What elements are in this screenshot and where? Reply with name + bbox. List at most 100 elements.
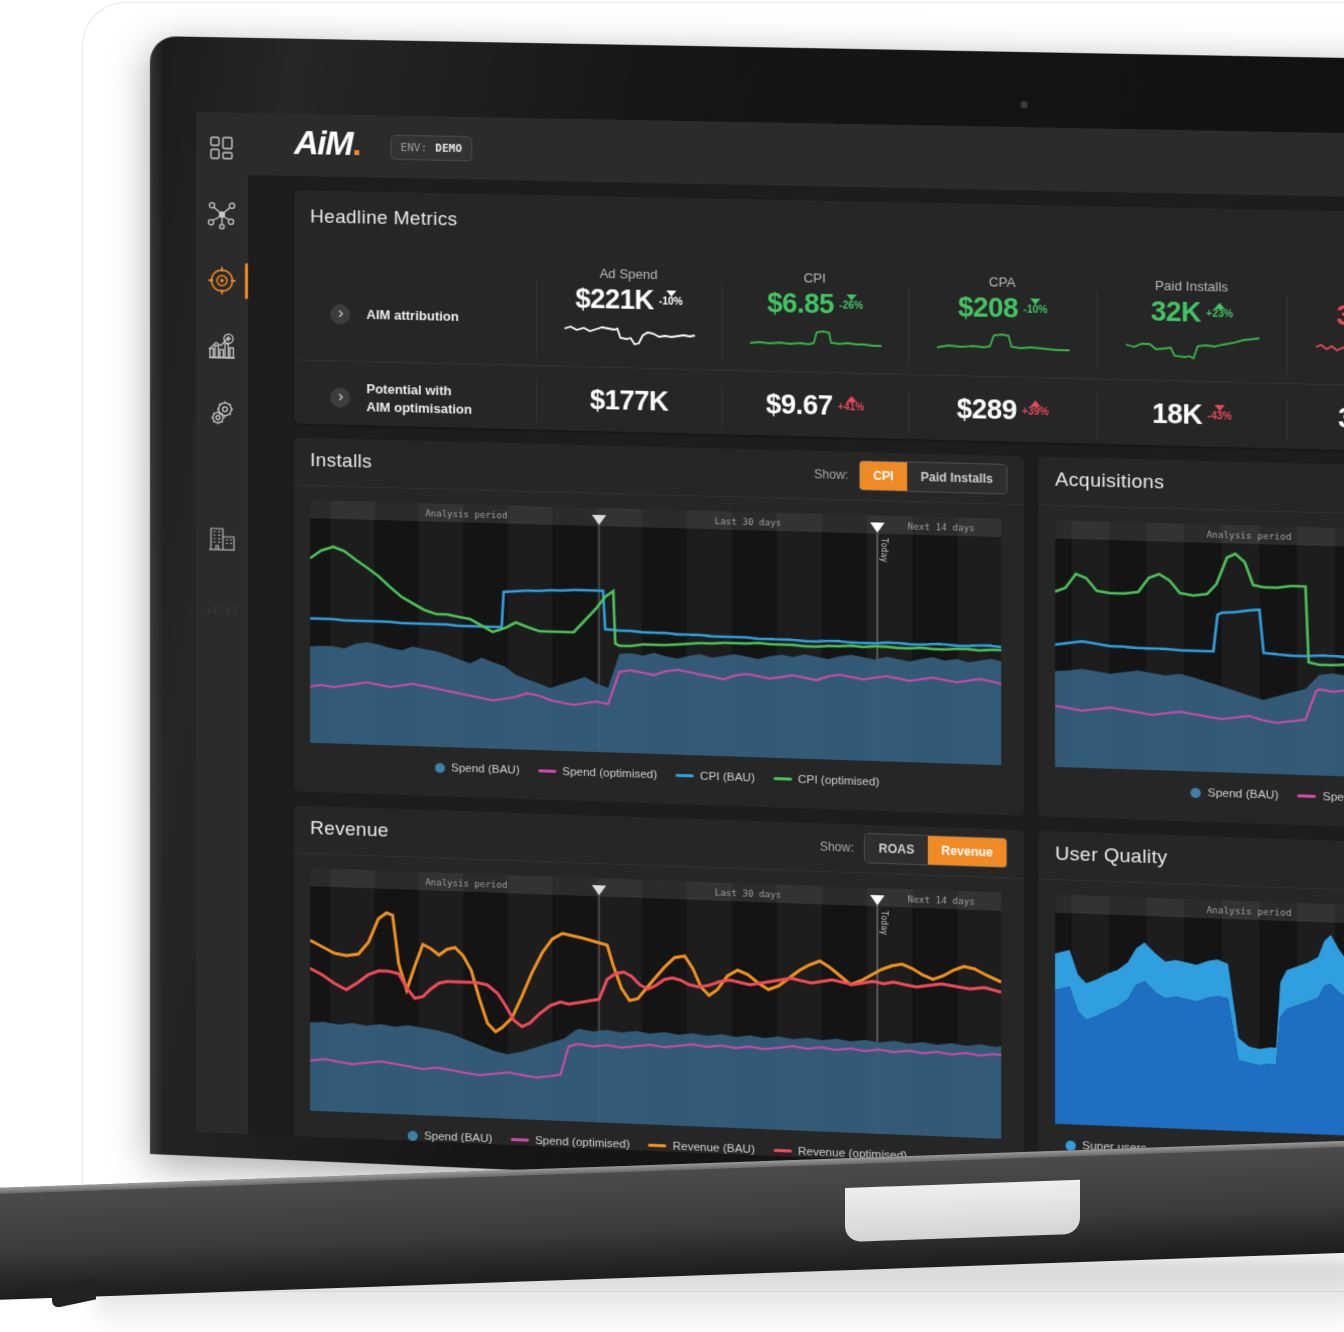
metric-delta: -43% [1207, 401, 1232, 423]
legend-item[interactable]: CPI (optimised) [773, 773, 880, 789]
acquisitions-title: Acquisitions [1055, 469, 1165, 494]
sidebar-item-dashboard[interactable] [200, 128, 244, 169]
revenue-option-revenue[interactable]: Revenue [927, 836, 1007, 868]
installs-card-body: Analysis period Last 30 days Next 14 day… [294, 485, 1024, 815]
svg-text:Next 14 days: Next 14 days [908, 895, 975, 908]
legend-swatch-line [510, 1138, 529, 1142]
grid-icon [209, 135, 235, 162]
sidebar: v1787 [196, 112, 248, 1135]
metric-value-group: 32K +23% [1151, 296, 1233, 328]
legend-label: Spend (optimised) [562, 765, 658, 781]
user-quality-plot[interactable]: Analysis period [1055, 894, 1344, 1146]
metric-row-label-potential: Potential with AIM optimisation [294, 375, 536, 424]
legend-swatch-dot [434, 762, 446, 773]
sparkline-ad-spend [563, 318, 695, 351]
svg-text:Analysis period: Analysis period [425, 509, 507, 521]
legend-item[interactable]: Spend (optimised) [537, 765, 658, 781]
acquisitions-plot[interactable]: Analysis period [1055, 519, 1344, 786]
installs-show-label: Show: [814, 467, 849, 483]
legend-item[interactable]: Spend (BAU) [434, 762, 520, 777]
installs-title: Installs [310, 450, 372, 473]
installs-plot[interactable]: Analysis period Last 30 days Next 14 day… [310, 499, 1007, 770]
app-screen: v1787 AiM. ENV: DEMO Headline Metrics [196, 112, 1344, 1183]
legend-item[interactable]: Spend (BAU) [1190, 786, 1279, 802]
logo-text: AiM [294, 123, 353, 164]
sparkline-paid-installs [1124, 331, 1260, 365]
metric-delta: +41% [838, 392, 864, 414]
metric-column-label: CPA [988, 274, 1016, 291]
acquisitions-card: Acquisitions [1038, 456, 1344, 832]
metric-cell-cvr-attribution: 3.3% -19% [1286, 295, 1344, 380]
chevron-right-icon [336, 309, 345, 318]
metric-column-paid-installs: Paid Installs [1097, 259, 1287, 296]
legend-swatch-line [537, 769, 557, 774]
user-quality-card: User Quality [1038, 830, 1344, 1183]
legend-item[interactable]: Spend [1297, 790, 1344, 804]
metric-column-cpi: CPI [721, 251, 908, 287]
metric-delta-text: -26% [839, 300, 864, 313]
metric-value-group: $177K [590, 385, 668, 417]
metric-cell-paid-installs-potential: 18K -43% [1096, 394, 1287, 443]
env-key: ENV: [400, 140, 428, 154]
installs-toggle-group: Show: CPI Paid Installs [814, 459, 1008, 495]
metric-column-cvr: CVR [1287, 263, 1344, 300]
metric-cell-cpi-attribution: $6.85 -26% [721, 283, 909, 367]
env-badge[interactable]: ENV: DEMO [390, 134, 473, 161]
metric-row-label-line2: AIM optimisation [366, 398, 473, 417]
acquisitions-chart-svg: Analysis period [1055, 519, 1344, 781]
user-quality-title: User Quality [1055, 843, 1168, 869]
sidebar-item-settings[interactable] [200, 392, 244, 433]
laptop-base-notch [845, 1179, 1080, 1242]
revenue-option-roas[interactable]: ROAS [865, 834, 928, 865]
building-icon [207, 523, 237, 554]
user-quality-chart-svg: Analysis period [1055, 894, 1344, 1142]
legend-swatch-line [675, 773, 694, 778]
gears-icon [207, 397, 237, 428]
sidebar-item-analytics[interactable] [200, 326, 244, 367]
revenue-chart-svg: Analysis period Last 30 days Next 14 day… [310, 867, 1001, 1139]
revenue-segmented-control: ROAS Revenue [864, 832, 1008, 869]
metric-cell-paid-installs-attribution: 32K +23% [1096, 291, 1287, 376]
metric-cell-adspend-attribution: $221K -10% [536, 279, 722, 362]
legend-swatch-line [773, 777, 792, 781]
metric-value-group: $9.67 +41% [766, 389, 864, 421]
version-label: v1787 [205, 606, 239, 618]
metric-column-cpa: CPA [908, 255, 1096, 292]
app-logo[interactable]: AiM. [294, 123, 361, 164]
legend-swatch-line [648, 1143, 667, 1148]
installs-option-cpi[interactable]: CPI [859, 461, 908, 492]
legend-label: CPI (optimised) [797, 773, 880, 789]
sidebar-item-organisation[interactable] [200, 518, 244, 559]
svg-text:Last 30 days: Last 30 days [715, 888, 781, 900]
legend-label: Spend [1322, 790, 1344, 805]
expand-row-button[interactable] [330, 303, 351, 325]
metrics-header-spacer [294, 242, 536, 279]
svg-text:Next 14 days: Next 14 days [908, 522, 975, 534]
metric-value-group: 3.3% -19% [1337, 300, 1344, 332]
svg-text:Today: Today [879, 910, 888, 935]
metric-row-label-text: AIM attribution [366, 306, 459, 324]
metric-value: $6.85 [767, 287, 834, 320]
metric-delta-text: -10% [658, 296, 683, 308]
metric-column-label: Ad Spend [599, 265, 658, 283]
metric-delta: -10% [659, 286, 683, 308]
logo-dot: . [352, 124, 361, 164]
metric-value: 3.3% [1338, 403, 1344, 436]
headline-metrics-grid: Ad Spend CPI CPA Paid Installs CVR [294, 242, 1344, 447]
metric-delta: +39% [1022, 396, 1049, 418]
sidebar-item-network[interactable] [200, 194, 244, 235]
metric-delta: -26% [839, 290, 863, 312]
sidebar-item-attribution[interactable] [200, 260, 248, 301]
metric-value-group: 18K -43% [1152, 399, 1232, 431]
metric-value-group: 3.3% +2% [1338, 403, 1344, 436]
webcam [1020, 100, 1028, 109]
installs-option-paid-installs[interactable]: Paid Installs [907, 462, 1007, 494]
expand-row-button[interactable] [330, 386, 351, 408]
legend-item[interactable]: CPI (BAU) [675, 769, 755, 784]
legend-label: Spend (BAU) [451, 762, 520, 777]
svg-text:Analysis period: Analysis period [1206, 530, 1291, 543]
sparkline-cvr [1314, 335, 1344, 369]
metric-value: $289 [956, 393, 1017, 426]
installs-card: Installs Show: CPI Paid Installs [294, 437, 1024, 816]
revenue-plot[interactable]: Analysis period Last 30 days Next 14 day… [310, 867, 1007, 1144]
